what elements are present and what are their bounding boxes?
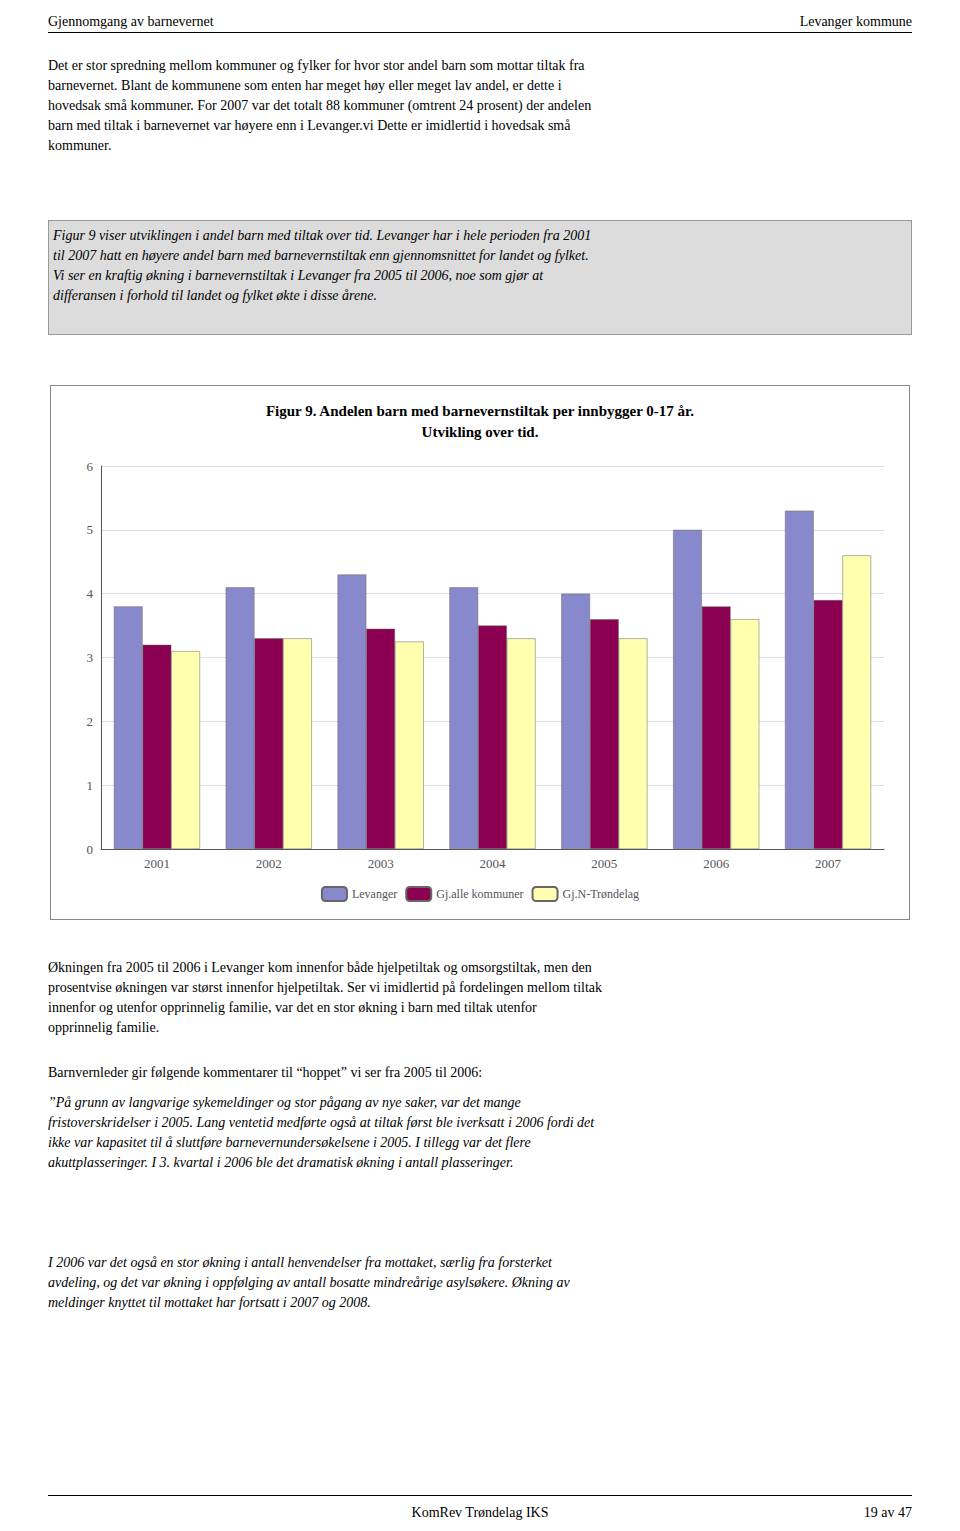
html-text:hovedsak små kommuner. For 200: hovedsak små kommuner. For 2007 var det … (48, 98, 592, 113)
html-text:prosentvise økningen var størs: prosentvise økningen var størst innenfor… (48, 980, 602, 995)
html-text:Det er stor spredning mellom k: Det er stor spredning mellom kommuner og… (48, 58, 585, 73)
svg-text:0: 0 (87, 842, 94, 857)
svg-text:2006: 2006 (703, 856, 730, 871)
svg-text:Gj.N-Trøndelag: Gj.N-Trøndelag (563, 887, 640, 901)
html-text:19 av 47: 19 av 47 (863, 1505, 912, 1520)
svg-text:6: 6 (87, 459, 94, 474)
html-text:Økningen fra 2005 til 2006 i L: Økningen fra 2005 til 2006 i Levanger ko… (48, 960, 592, 975)
svg-text:2001: 2001 (144, 856, 170, 871)
html-text:Vi ser en kraftig økning i bar: Vi ser en kraftig økning i barnevernstil… (53, 268, 544, 283)
html-text:barnevernet. Blant de kommunen: barnevernet. Blant de kommunene som ente… (48, 78, 562, 93)
svg-text:Levanger: Levanger (352, 887, 397, 901)
svg-text:2005: 2005 (591, 856, 617, 871)
html-text:opprinnelig familie.: opprinnelig familie. (48, 1020, 160, 1035)
svg-text:1: 1 (87, 778, 94, 793)
svg-text:2004: 2004 (480, 856, 507, 871)
svg-text:4: 4 (87, 586, 94, 601)
html-text:”På grunn av langvarige sykeme: ”På grunn av langvarige sykemeldinger og… (48, 1095, 521, 1110)
svg-text:5: 5 (87, 522, 94, 537)
html-text:kommuner.: kommuner. (48, 138, 112, 153)
html-text:differansen i forhold til land: differansen i forhold til landet og fylk… (53, 288, 377, 303)
svg-text:Figur 9. Andelen barn med barn: Figur 9. Andelen barn med barnevernstilt… (266, 403, 694, 419)
svg-text:Utvikling over tid.: Utvikling over tid. (422, 424, 539, 440)
html-text:ikke var kapasitet til å slutt: ikke var kapasitet til å sluttføre barne… (48, 1135, 531, 1150)
html-text:Levanger kommune: Levanger kommune (799, 14, 912, 29)
svg-text:3: 3 (87, 650, 94, 665)
html-text:meldinger knyttet til mottaket: meldinger knyttet til mottaket har forts… (48, 1295, 371, 1310)
html-text:I 2006 var det også en stor øk: I 2006 var det også en stor økning i ant… (48, 1255, 552, 1270)
html-text:akuttplasseringer. I 3. kvarta: akuttplasseringer. I 3. kvartal i 2006 b… (48, 1155, 514, 1170)
svg-text:2003: 2003 (368, 856, 394, 871)
svg-text:Gj.alle kommuner: Gj.alle kommuner (436, 887, 523, 901)
html-text:innenfor og utenfor opprinneli: innenfor og utenfor opprinnelig familie,… (48, 1000, 537, 1015)
html-text:avdeling, og det var økning i: avdeling, og det var økning i oppfølging… (48, 1275, 570, 1290)
svg-text:2007: 2007 (815, 856, 842, 871)
svg-text:2: 2 (87, 714, 94, 729)
html-text:barn med tiltak i barnevernet: barn med tiltak i barnevernet var høyere… (48, 118, 571, 133)
html-text:Barnvernleder gir følgende kom: Barnvernleder gir følgende kommentarer t… (48, 1065, 483, 1080)
html-text:Gjennomgang av barnevernet: Gjennomgang av barnevernet (48, 14, 214, 29)
html-text:Figur 9 viser utviklingen i an: Figur 9 viser utviklingen i andel barn m… (53, 228, 592, 243)
svg-text:2002: 2002 (256, 856, 282, 871)
html-text:KomRev Trøndelag IKS: KomRev Trøndelag IKS (411, 1505, 549, 1520)
html-text:til 2007 hatt en høyere andel: til 2007 hatt en høyere andel barn med b… (53, 248, 589, 263)
html-text:fristoverskridelser i 2005. La: fristoverskridelser i 2005. Lang venteti… (48, 1115, 595, 1130)
